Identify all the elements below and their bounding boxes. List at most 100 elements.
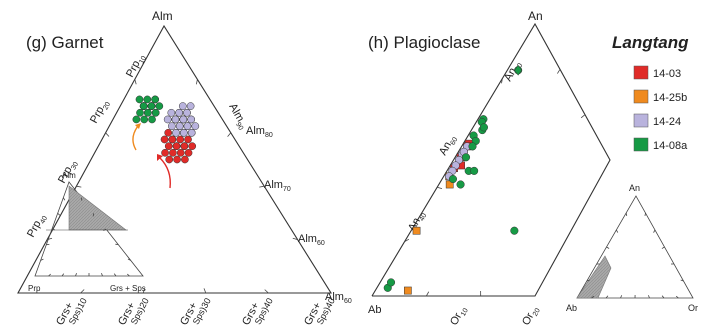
garnet-title: (g) Garnet [26, 33, 104, 52]
garnet-point-14-24 [183, 109, 190, 116]
plag-point-14-08a [462, 153, 470, 161]
garnet-inset-tick [93, 213, 94, 216]
garnet-tick [106, 133, 109, 137]
garnet-point-14-24 [180, 116, 187, 123]
plag-data-points [384, 65, 522, 294]
garnet-point-14-03 [177, 136, 184, 143]
plag-tick [557, 69, 560, 73]
garnet-point-14-03 [165, 129, 172, 136]
garnet-point-14-03 [161, 149, 168, 156]
plag-inset-ab: Ab [566, 303, 577, 313]
plag-inset-field [577, 256, 611, 298]
garnet-tick [204, 288, 206, 293]
garnet-alm-axis-labels: Alm90 Alm80 Alm70 Alm60 Alm60 [225, 102, 352, 306]
garnet-point-14-08a [144, 96, 151, 103]
plag-point-14-25b [413, 227, 420, 234]
garnet-point-14-08a [141, 116, 148, 123]
plag-tick [581, 115, 585, 118]
garnet-point-14-24 [184, 123, 191, 130]
grs-30-label: Grs+Sps)30 [178, 291, 213, 326]
garnet-tick [228, 133, 231, 137]
legend-swatch-14-24 [634, 114, 648, 127]
orange-arrow [133, 126, 138, 150]
plag-point-14-08a [470, 167, 478, 175]
garnet-point-14-08a [148, 103, 155, 110]
plag-inset-tick [648, 295, 649, 298]
prp-20-label: Prp20 [88, 98, 112, 127]
or-10-label: Or10 [448, 304, 470, 326]
prp-10-label: Prp10 [124, 52, 148, 81]
plag-tick [437, 187, 442, 188]
plag-point-14-08a [480, 124, 488, 132]
plag-point-14-08a [449, 175, 457, 183]
garnet-point-14-24 [187, 103, 194, 110]
alm-60-label: Alm60 [298, 233, 325, 247]
garnet-point-14-08a [156, 103, 163, 110]
garnet-grs-axis-labels: Grs+Sps)10 Grs+Sps)20 Grs+Sps)30 Grs+Sps… [54, 291, 337, 326]
garnet-point-14-03 [173, 143, 180, 150]
or-20-label: Or20 [520, 304, 542, 326]
garnet-point-14-03 [181, 143, 188, 150]
an-60-label: An60 [437, 133, 459, 158]
plagioclase-panel: (h) Plagioclase An Ab An80 An60 An40 Or1… [368, 9, 698, 326]
plag-point-14-08a [457, 181, 465, 189]
plag-inset-tick [626, 213, 627, 216]
garnet-point-14-24 [180, 129, 187, 136]
garnet-point-14-08a [144, 109, 151, 116]
garnet-point-14-24 [192, 123, 199, 130]
garnet-inset-tick [76, 273, 77, 276]
garnet-tick [135, 79, 136, 84]
legend-label-14-24: 14-24 [653, 116, 681, 128]
garnet-point-14-24 [172, 129, 179, 136]
plag-inset: An Ab Or [566, 183, 698, 313]
garnet-panel: (g) Garnet Alm Alm90 Alm80 Alm70 Alm60 A… [18, 9, 352, 326]
garnet-apex-alm: Alm [152, 9, 173, 23]
garnet-point-14-24 [168, 109, 175, 116]
plag-apex-an: An [528, 9, 543, 23]
legend-label-14-25b: 14-25b [653, 92, 687, 104]
garnet-inset-tick [101, 273, 102, 276]
garnet-point-14-03 [173, 156, 180, 163]
legend-title: Langtang [612, 33, 689, 52]
plag-tick [426, 292, 428, 296]
garnet-point-14-03 [169, 149, 176, 156]
grs-10-label: Grs+Sps)10 [54, 291, 89, 326]
prp-40-label: Prp40 [25, 212, 49, 241]
plag-inset-tick [645, 213, 646, 216]
garnet-point-14-03 [169, 136, 176, 143]
garnet-point-14-03 [185, 149, 192, 156]
plag-ticks [405, 69, 585, 296]
garnet-point-14-08a [152, 109, 159, 116]
garnet-point-14-24 [164, 116, 171, 123]
legend-swatch-14-03 [634, 66, 648, 79]
plag-point-14-08a [511, 227, 519, 235]
plag-point-14-08a [387, 279, 395, 287]
garnet-point-14-03 [189, 143, 196, 150]
legend-swatch-14-25b [634, 90, 648, 103]
plag-or-axis-labels: Or10 Or20 [448, 304, 542, 326]
grs-20-label: Grs+Sps)20 [116, 291, 151, 326]
alm-80-label: Alm80 [246, 125, 273, 139]
garnet-point-14-24 [179, 103, 186, 110]
legend-label-14-03: 14-03 [653, 68, 681, 80]
garnet-point-14-24 [188, 129, 195, 136]
garnet-inset-grs: Grs + Sps [110, 284, 146, 293]
garnet-point-14-08a [148, 116, 155, 123]
garnet-point-14-03 [161, 136, 168, 143]
plag-inset-an: An [629, 183, 640, 193]
plag-inset-tick [621, 295, 622, 298]
grs-40-label: Grs+Sps)40 [240, 291, 275, 326]
garnet-point-14-03 [181, 156, 188, 163]
garnet-point-14-03 [166, 156, 173, 163]
garnet-inset-alm: Alm [62, 171, 76, 180]
garnet-point-14-08a [136, 96, 143, 103]
plag-inset-or: Or [688, 303, 698, 313]
garnet-inset-field [69, 186, 126, 230]
garnet-inset-tick [58, 213, 60, 215]
plag-title: (h) Plagioclase [368, 33, 480, 52]
garnet-point-14-03 [165, 143, 172, 150]
garnet-inset-prp: Prp [28, 284, 41, 293]
garnet-inset-tick [63, 198, 65, 201]
plag-inset-tick [616, 230, 618, 233]
